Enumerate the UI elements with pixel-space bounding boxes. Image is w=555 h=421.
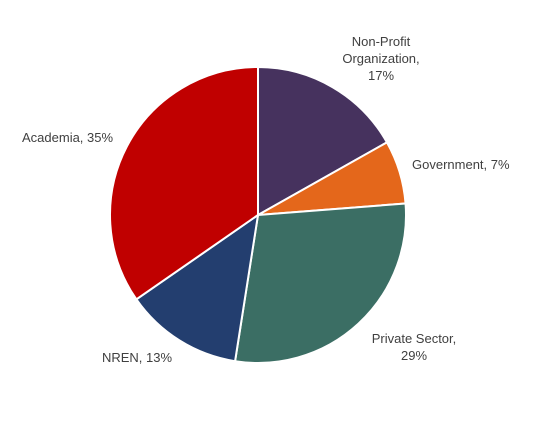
data-label-academia: Academia, 35% [22,130,113,145]
pie-slice-academia [109,65,259,301]
data-label-non-profit-organization: Non-Profit Organization, 17% [342,34,419,83]
data-label-nren: NREN, 13% [102,350,173,365]
data-label-private-sector: Private Sector, 29% [372,331,457,363]
slices-layer [109,65,407,364]
labels-layer: Non-Profit Organization, 17% Government, 7%… [22,34,510,365]
pie-slice-private-sector [233,202,407,364]
pie-slice-nren [135,212,260,363]
pie-slice-non-profit-organization [257,65,389,217]
data-label-government: Government, 7% [412,157,510,172]
